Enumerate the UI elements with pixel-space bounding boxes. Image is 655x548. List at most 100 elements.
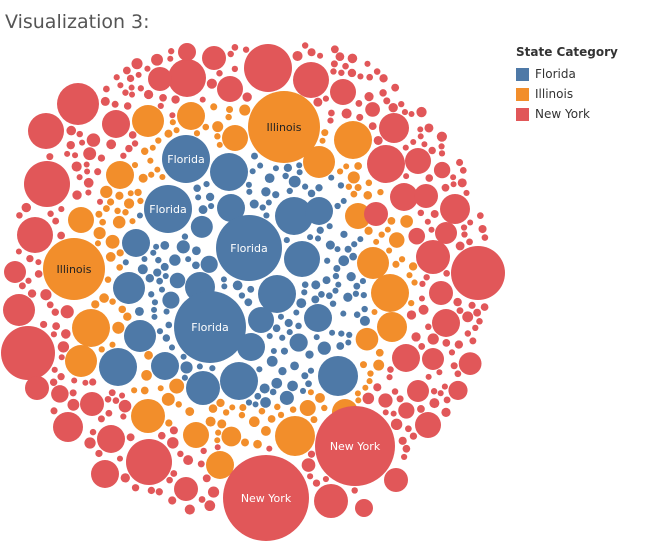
bubble-small[interactable]: [208, 404, 218, 413]
bubble-small[interactable]: [307, 48, 316, 57]
bubble-small[interactable]: [46, 153, 54, 161]
bubble-small[interactable]: [123, 198, 135, 209]
bubble-small[interactable]: [147, 157, 154, 164]
bubble-small[interactable]: [93, 227, 106, 240]
bubble-small[interactable]: [202, 474, 211, 483]
bubble-small[interactable]: [52, 322, 61, 331]
bubble-small[interactable]: [424, 218, 431, 225]
bubble-small[interactable]: [176, 240, 190, 254]
bubble-small[interactable]: [207, 486, 220, 498]
bubble-small[interactable]: [76, 130, 83, 138]
bubble-small[interactable]: [261, 187, 271, 197]
bubble-small[interactable]: [328, 174, 335, 181]
bubble-small[interactable]: [354, 162, 363, 170]
bubble-small[interactable]: [315, 184, 323, 192]
bubble-new-york[interactable]: [435, 222, 457, 244]
bubble-small[interactable]: [462, 311, 474, 323]
bubble-small[interactable]: [131, 387, 138, 394]
bubble-small[interactable]: [125, 144, 133, 153]
bubble-small[interactable]: [67, 398, 80, 411]
bubble-small[interactable]: [185, 256, 192, 263]
bubble-small[interactable]: [109, 298, 116, 305]
bubble-small[interactable]: [18, 282, 26, 290]
bubble-small[interactable]: [204, 500, 216, 512]
bubble-small[interactable]: [272, 165, 279, 172]
bubble-small[interactable]: [332, 287, 339, 294]
bubble-small[interactable]: [106, 139, 117, 150]
bubble-small[interactable]: [157, 431, 166, 440]
bubble-small[interactable]: [155, 256, 162, 264]
bubble-small[interactable]: [319, 137, 326, 144]
bubble-small[interactable]: [114, 207, 121, 215]
bubble-small[interactable]: [89, 428, 97, 436]
bubble-small[interactable]: [340, 230, 348, 238]
bubble-new-york[interactable]: [168, 59, 206, 97]
bubble-small[interactable]: [345, 339, 352, 346]
bubble-small[interactable]: [375, 348, 384, 357]
bubble-small[interactable]: [162, 334, 171, 342]
bubble-small[interactable]: [398, 436, 407, 445]
bubble-new-york[interactable]: [432, 309, 460, 337]
bubble-small[interactable]: [245, 181, 252, 188]
bubble-small[interactable]: [448, 349, 456, 356]
bubble-small[interactable]: [290, 361, 299, 371]
bubble-small[interactable]: [244, 298, 253, 307]
bubble-small[interactable]: [259, 383, 270, 394]
bubble-small[interactable]: [173, 127, 180, 134]
bubble-small[interactable]: [34, 270, 43, 278]
bubble-small[interactable]: [144, 65, 151, 72]
bubble-small[interactable]: [229, 404, 236, 411]
bubble-small[interactable]: [131, 140, 139, 147]
bubble-small[interactable]: [167, 437, 179, 449]
bubble-small[interactable]: [169, 254, 181, 266]
bubble-small[interactable]: [15, 248, 22, 255]
bubble-florida[interactable]: [304, 304, 332, 332]
bubble-small[interactable]: [254, 392, 262, 400]
bubble-new-york[interactable]: [202, 46, 226, 70]
bubble-small[interactable]: [257, 162, 264, 169]
bubble-small[interactable]: [336, 342, 345, 350]
bubble-small[interactable]: [345, 183, 353, 190]
bubble-small[interactable]: [266, 355, 278, 367]
bubble-new-york[interactable]: [1, 326, 55, 380]
bubble-small[interactable]: [458, 352, 482, 375]
bubble-small[interactable]: [406, 272, 413, 279]
bubble-small[interactable]: [148, 291, 155, 298]
bubble-new-york[interactable]: [407, 380, 429, 402]
bubble-small[interactable]: [122, 209, 129, 216]
bubble-florida[interactable]: [275, 197, 313, 235]
bubble-small[interactable]: [324, 257, 331, 264]
bubble-small[interactable]: [365, 102, 380, 117]
bubble-small[interactable]: [311, 295, 320, 304]
bubble-small[interactable]: [153, 243, 160, 250]
bubble-new-york[interactable]: [53, 412, 83, 442]
bubble-small[interactable]: [241, 438, 249, 447]
bubble-small[interactable]: [200, 447, 207, 455]
bubble-labeled[interactable]: [248, 91, 320, 163]
bubble-small[interactable]: [289, 406, 297, 413]
bubble-small[interactable]: [270, 347, 277, 354]
bubble-small[interactable]: [330, 45, 339, 54]
bubble-small[interactable]: [329, 329, 336, 336]
bubble-small[interactable]: [242, 92, 252, 102]
bubble-small[interactable]: [163, 308, 170, 315]
bubble-small[interactable]: [203, 181, 210, 188]
bubble-small[interactable]: [277, 411, 285, 418]
bubble-small[interactable]: [215, 429, 222, 436]
bubble-small[interactable]: [379, 74, 388, 83]
bubble-illinois[interactable]: [377, 312, 407, 342]
bubble-small[interactable]: [406, 310, 417, 320]
bubble-small[interactable]: [472, 324, 479, 332]
bubble-small[interactable]: [310, 416, 318, 424]
bubble-small[interactable]: [402, 444, 411, 453]
bubble-small[interactable]: [361, 305, 368, 313]
bubble-small[interactable]: [436, 131, 447, 142]
bubble-new-york[interactable]: [416, 240, 450, 274]
bubble-illinois[interactable]: [132, 105, 164, 137]
bubble-small[interactable]: [71, 377, 78, 384]
bubble-small[interactable]: [459, 167, 467, 174]
bubble-small[interactable]: [347, 68, 357, 78]
bubble-small[interactable]: [342, 62, 349, 70]
bubble-small[interactable]: [343, 292, 353, 302]
bubble-florida[interactable]: [186, 371, 220, 405]
